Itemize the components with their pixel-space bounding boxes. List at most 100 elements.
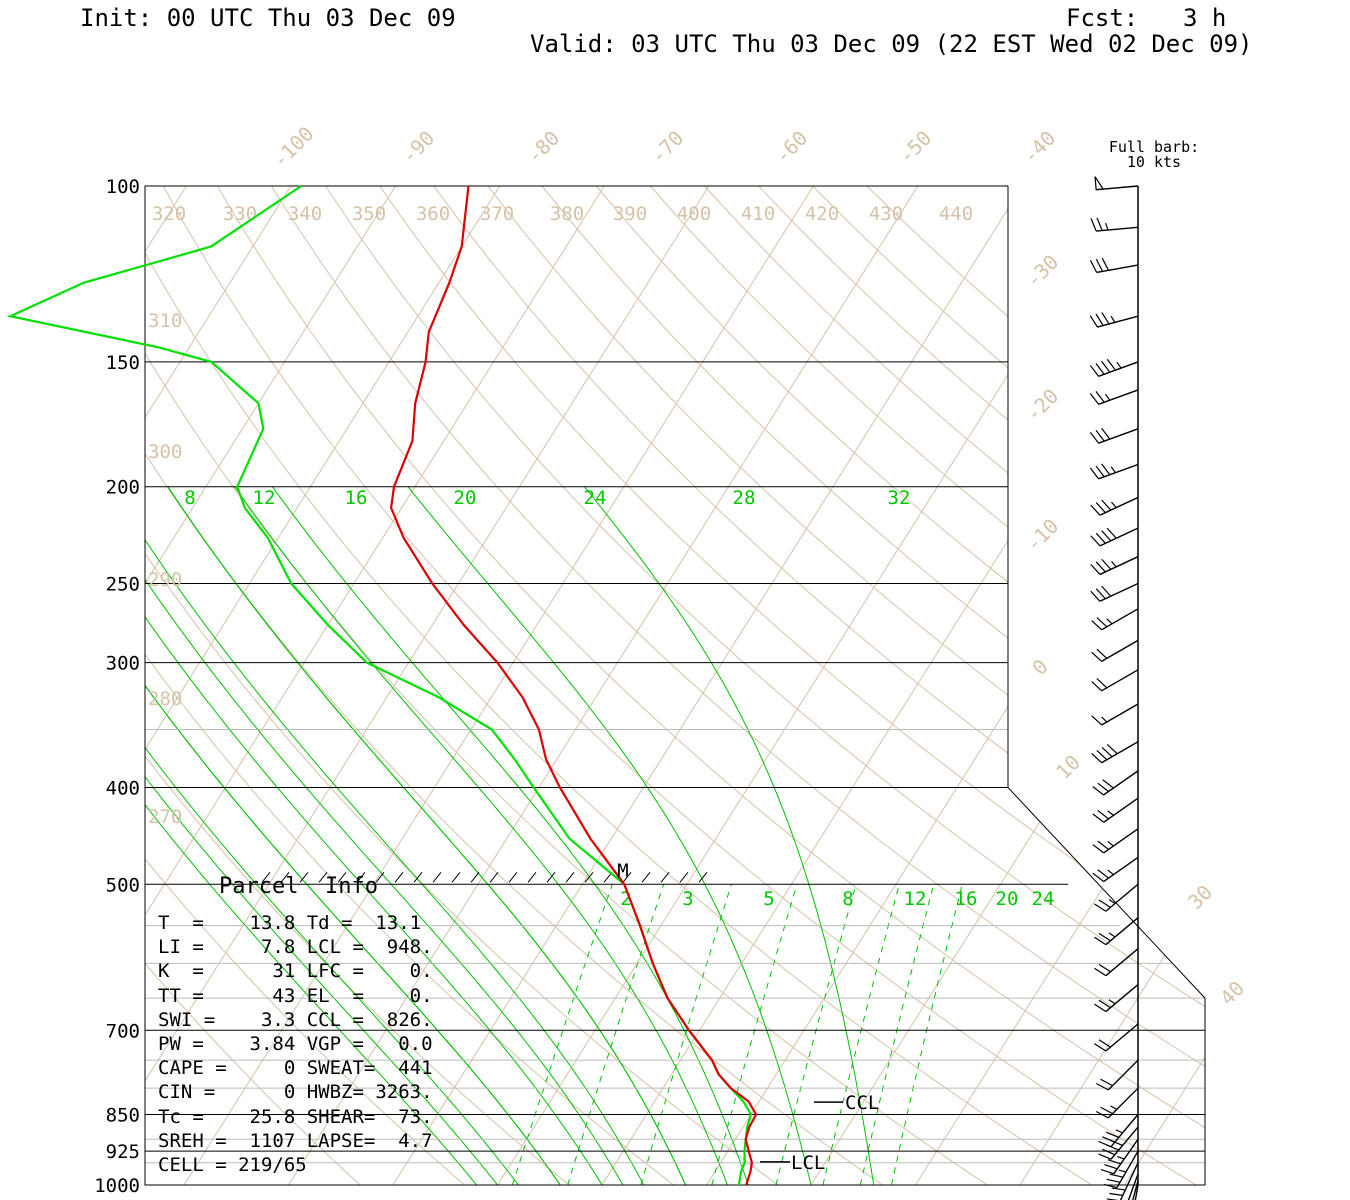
dry-adiabat xyxy=(541,186,1205,1185)
barb-half xyxy=(1116,361,1122,369)
barb-full xyxy=(1109,1139,1123,1147)
barb-shaft xyxy=(1134,1184,1139,1200)
barb-shaft xyxy=(1110,1126,1139,1160)
wind-barb xyxy=(1089,463,1139,480)
isotherm-label: 30 xyxy=(1183,880,1217,914)
parcel-info-row: CAPE = 0 SWEAT= 441 xyxy=(158,1057,433,1080)
wind-barb xyxy=(1103,1150,1139,1189)
barb-full xyxy=(1097,869,1109,879)
barb-full xyxy=(1091,620,1103,631)
plot-frame xyxy=(144,185,1206,1186)
isotherm-label: -80 xyxy=(522,126,565,169)
wind-barb xyxy=(1091,608,1139,631)
barb-full xyxy=(1094,967,1107,977)
barb-full xyxy=(1089,260,1098,273)
barb-shaft xyxy=(1099,496,1139,516)
barb-shaft xyxy=(1101,639,1139,662)
wind-barb xyxy=(1091,639,1139,662)
moist-adiabat-label: 28 xyxy=(733,487,756,509)
barb-full xyxy=(1101,312,1110,325)
mixing-ratio-label: 2 xyxy=(620,888,631,910)
init-time: Init: 00 UTC Thu 03 Dec 09 xyxy=(80,4,456,32)
moist-adiabat xyxy=(145,486,477,1185)
hatch-mark xyxy=(394,871,404,883)
isotherm-line xyxy=(1124,186,1205,1185)
isotherm-label: -10 xyxy=(1021,514,1064,557)
barb-half xyxy=(1115,1129,1123,1134)
wind-barb xyxy=(1091,669,1139,692)
dry-adiabat xyxy=(379,186,1205,1185)
isotherm-line xyxy=(145,186,292,1185)
barb-full xyxy=(1098,999,1111,1009)
theta-label: 410 xyxy=(741,203,775,225)
wind-barb xyxy=(1094,883,1139,912)
isotherm-line xyxy=(145,186,501,1185)
wind-barb xyxy=(1090,217,1139,232)
wind-barb xyxy=(1100,1138,1139,1175)
dry-adiabat xyxy=(487,186,1205,1185)
pressure-label: 100 xyxy=(106,176,140,198)
hatch-mark xyxy=(451,871,461,883)
barb-shaft xyxy=(1105,1023,1139,1052)
mixing-ratio-label: 5 xyxy=(763,888,774,910)
pressure-label: 400 xyxy=(106,777,140,799)
parcel-info-row: SREH = 1107 LAPSE= 4.7 xyxy=(158,1129,433,1152)
hatch-mark xyxy=(698,871,708,883)
wind-barb xyxy=(1127,1173,1139,1200)
wind-barb xyxy=(1091,741,1139,764)
barb-full xyxy=(1100,1106,1113,1115)
wind-barb xyxy=(1095,1059,1139,1091)
barb-full xyxy=(1102,1148,1116,1156)
moist-adiabat-label: 24 xyxy=(584,487,607,509)
barb-full xyxy=(1091,651,1103,662)
wind-barb xyxy=(1094,948,1139,977)
barb-full xyxy=(1092,844,1104,854)
wind-barb xyxy=(1090,556,1139,576)
hatch-mark xyxy=(565,871,575,883)
barb-full xyxy=(1096,217,1103,231)
theta-label: 270 xyxy=(148,806,182,828)
mixing-ratio-label: 3 xyxy=(682,888,693,910)
barb-half xyxy=(1118,1169,1127,1173)
parcel-info-row: CIN = 0 HWBZ= 3263. xyxy=(158,1081,433,1104)
moist-adiabat-low xyxy=(145,486,561,1185)
barb-full xyxy=(1109,1173,1124,1178)
barb-full xyxy=(1104,1164,1118,1170)
barb-full xyxy=(1101,463,1111,476)
barb-full xyxy=(1100,1168,1115,1175)
wind-barb xyxy=(1094,176,1139,191)
hatch-mark xyxy=(679,871,689,883)
barb-full xyxy=(1095,588,1106,600)
pressure-label: 300 xyxy=(106,653,140,675)
isotherm-line xyxy=(915,186,1205,1185)
barb-full xyxy=(1096,750,1108,761)
barb-shaft xyxy=(1096,264,1139,274)
theta-label: 360 xyxy=(416,203,450,225)
pressure-label: 250 xyxy=(106,574,140,596)
dry-adiabat xyxy=(812,186,1205,1185)
parcel-info-row: TT = 43 EL = 0. xyxy=(158,984,433,1007)
barb-half xyxy=(1101,716,1108,723)
moist-adiabat-label: 16 xyxy=(345,487,368,509)
barb-half xyxy=(1106,618,1113,625)
barb-full xyxy=(1098,932,1111,942)
barb-shaft xyxy=(1099,556,1139,576)
theta-label: 280 xyxy=(148,688,182,710)
barb-shaft xyxy=(1103,797,1139,823)
barb-full xyxy=(1089,467,1100,480)
pressure-label: 150 xyxy=(106,352,140,374)
barb-full xyxy=(1094,1003,1107,1013)
hatch-mark xyxy=(660,871,670,883)
isotherm-label: -60 xyxy=(770,126,813,169)
wind-barb xyxy=(1090,582,1139,602)
isotherm-label: -40 xyxy=(1018,126,1061,169)
barb-full xyxy=(1092,786,1104,796)
barb-shaft xyxy=(1099,527,1139,547)
barb-full xyxy=(1089,315,1098,328)
isotherm-line xyxy=(183,186,814,1185)
hatch-mark xyxy=(413,871,423,883)
temperature-curve xyxy=(389,185,758,1186)
dry-adiabat xyxy=(433,186,1205,1185)
barb-full xyxy=(1096,648,1108,659)
